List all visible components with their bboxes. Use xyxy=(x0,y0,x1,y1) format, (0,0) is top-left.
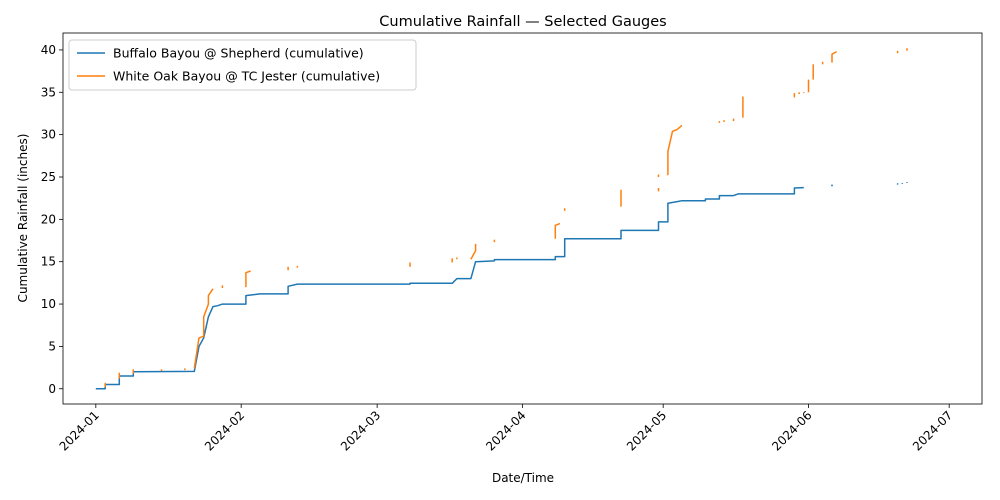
y-axis-label: Cumulative Rainfall (inches) xyxy=(16,134,30,303)
plot-frame xyxy=(62,32,983,405)
y-tick-label-15: 15 xyxy=(41,255,56,269)
legend-box xyxy=(68,39,417,91)
legend: Buffalo Bayou @ Shepherd (cumulative) Wh… xyxy=(68,39,417,91)
series-1-segment-15 xyxy=(554,222,561,239)
y-tick-label-0: 0 xyxy=(48,382,56,396)
y-tick-label-40: 40 xyxy=(41,43,56,57)
series-1-segment-5 xyxy=(193,288,214,369)
x-axis-label: Date/Time xyxy=(492,471,554,485)
series-white-oak-bayou-tc-jester xyxy=(104,48,908,388)
series-1-segment-32 xyxy=(831,50,837,63)
series-1-segment-21 xyxy=(676,124,683,131)
y-tick-label-20: 20 xyxy=(41,212,56,226)
y-tick-label-35: 35 xyxy=(41,85,56,99)
y-tick-label-30: 30 xyxy=(41,128,56,142)
y-tick-label-25: 25 xyxy=(41,170,56,184)
legend-label-buffalo-bayou: Buffalo Bayou @ Shepherd (cumulative) xyxy=(113,46,364,61)
series-layer xyxy=(95,48,908,390)
series-0-segment-0 xyxy=(95,186,804,390)
y-axis: 0 5 10 15 20 25 30 35 40 xyxy=(41,43,63,396)
chart-title: Cumulative Rainfall — Selected Gauges xyxy=(379,14,666,30)
series-1-segment-13 xyxy=(470,243,477,260)
series-1-segment-20 xyxy=(667,128,678,176)
series-1-segment-7 xyxy=(245,270,251,288)
y-tick-label-5: 5 xyxy=(48,339,56,353)
series-buffalo-bayou-shepherd xyxy=(95,182,908,390)
y-tick-label-10: 10 xyxy=(41,297,56,311)
legend-label-white-oak-bayou: White Oak Bayou @ TC Jester (cumulative) xyxy=(113,69,380,84)
